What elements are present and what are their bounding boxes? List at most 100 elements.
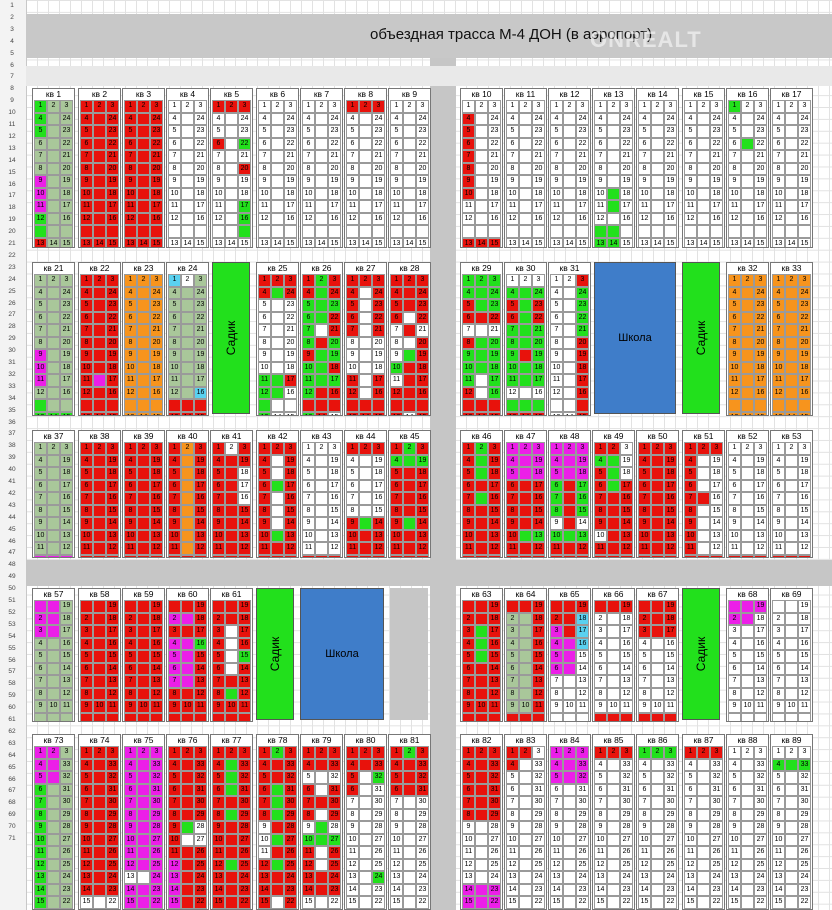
plot-cell[interactable]: 16 [106,386,119,399]
plot-cell[interactable]: 14 [150,662,163,675]
plot-cell[interactable]: 2 [137,442,150,455]
plot-cell[interactable]: 12 [684,212,697,225]
plot-cell[interactable]: 10 [638,833,651,846]
plot-cell[interactable]: 24 [576,871,589,884]
plot-cell[interactable] [741,783,754,796]
plot-cell[interactable]: 19 [194,175,207,188]
plot-cell[interactable]: 2 [563,274,576,287]
plot-cell[interactable]: 33 [238,758,251,771]
plot-cell[interactable]: 6 [462,783,475,796]
plot-cell[interactable] [488,225,501,238]
plot-cell[interactable]: 22 [106,311,119,324]
plot-cell[interactable] [607,529,620,542]
plot-cell[interactable] [607,796,620,809]
plot-cell[interactable]: 12 [550,858,563,871]
plot-cell[interactable] [785,650,798,663]
plot-cell[interactable] [741,349,754,362]
plot-cell[interactable]: 30 [488,796,501,809]
plot-cell[interactable]: 8 [462,687,475,700]
plot-cell[interactable] [607,858,620,871]
plot-cell[interactable] [181,600,194,613]
plot-cell[interactable]: 26 [372,846,385,859]
plot-cell[interactable] [93,479,106,492]
plot-cell[interactable] [372,225,385,238]
plot-cell[interactable]: 14 [488,517,501,530]
plot-cell[interactable]: 11 [772,542,785,555]
plot-cell[interactable]: 2 [506,612,519,625]
plot-cell[interactable]: 14 [594,883,607,896]
plot-cell[interactable]: 24 [284,112,297,125]
plot-cell[interactable]: 12 [284,542,297,555]
plot-cell[interactable] [359,361,372,374]
plot-cell[interactable]: 3 [328,274,341,287]
plot-cell[interactable]: 3 [710,442,723,455]
plot-cell[interactable] [315,758,328,771]
plot-cell[interactable] [697,796,710,809]
plot-cell[interactable]: 24 [620,112,633,125]
plot-cell[interactable] [798,554,811,557]
plot-cell[interactable] [785,796,798,809]
plot-cell[interactable] [181,125,194,138]
row-number[interactable]: 4 [10,37,14,45]
plot-block[interactable]: кв 67 19 2 18 3 17 4 16 5 15 6 14 7 13 8 12 9 10 11 [636,588,679,722]
plot-cell[interactable]: 31 [754,783,767,796]
plot-cell[interactable]: 20 [576,336,589,349]
plot-cell[interactable]: 12 [80,858,93,871]
plot-cell[interactable]: 4 [258,454,271,467]
plot-cell[interactable]: 18 [754,612,767,625]
plot-cell[interactable]: 2 [47,100,60,113]
plot-cell[interactable] [93,150,106,163]
plot-cell[interactable] [563,554,576,557]
plot-cell[interactable]: 6 [124,137,137,150]
plot-cell[interactable]: 12 [550,212,563,225]
plot-cell[interactable] [741,687,754,700]
plot-cell[interactable] [181,783,194,796]
plot-cell[interactable] [519,112,532,125]
plot-cell[interactable]: 7 [506,492,519,505]
plot-cell[interactable]: 3 [664,442,677,455]
plot-cell[interactable]: 7 [168,675,181,688]
plot-cell[interactable]: 24 [488,871,501,884]
plot-cell[interactable]: 19 [150,600,163,613]
plot-cell[interactable] [519,150,532,163]
plot-cell[interactable] [359,896,372,909]
plot-cell[interactable]: 6 [728,479,741,492]
plot-cell[interactable]: 24 [150,871,163,884]
plot-cell[interactable]: 15 [60,650,73,663]
plot-cell[interactable]: 4 [728,454,741,467]
plot-cell[interactable] [475,687,488,700]
plot-cell[interactable]: 23 [150,299,163,312]
plot-cell[interactable] [315,808,328,821]
plot-cell[interactable]: 19 [576,349,589,362]
plot-cell[interactable]: 23 [754,125,767,138]
plot-cell[interactable]: 12 [488,687,501,700]
plot-cell[interactable] [315,479,328,492]
plot-cell[interactable] [137,187,150,200]
plot-cell[interactable] [475,783,488,796]
plot-cell[interactable]: 3 [664,100,677,113]
plot-cell[interactable]: 16 [754,212,767,225]
plot-cell[interactable]: 29 [532,808,545,821]
plot-cell[interactable] [106,712,119,721]
plot-cell[interactable] [181,529,194,542]
plot-cell[interactable]: 9 [80,175,93,188]
plot-cell[interactable]: 6 [728,783,741,796]
plot-cell[interactable]: 26 [710,846,723,859]
plot-cell[interactable] [607,162,620,175]
plot-cell[interactable]: 9 [684,175,697,188]
plot-cell[interactable]: 31 [284,783,297,796]
plot-cell[interactable]: 5 [550,125,563,138]
plot-cell[interactable]: 8 [594,162,607,175]
plot-cell[interactable]: 21 [754,324,767,337]
plot-cell[interactable]: 22 [284,311,297,324]
plot-cell[interactable] [563,386,576,399]
plot-cell[interactable]: 12 [372,542,385,555]
plot-cell[interactable] [93,883,106,896]
plot-cell[interactable] [475,637,488,650]
plot-cell[interactable] [651,112,664,125]
plot-cell[interactable]: 32 [710,771,723,784]
plot-cell[interactable]: 7 [594,675,607,688]
plot-cell[interactable]: 4 [390,758,403,771]
plot-cell[interactable]: 7 [462,324,475,337]
plot-cell[interactable]: 14 [34,883,47,896]
